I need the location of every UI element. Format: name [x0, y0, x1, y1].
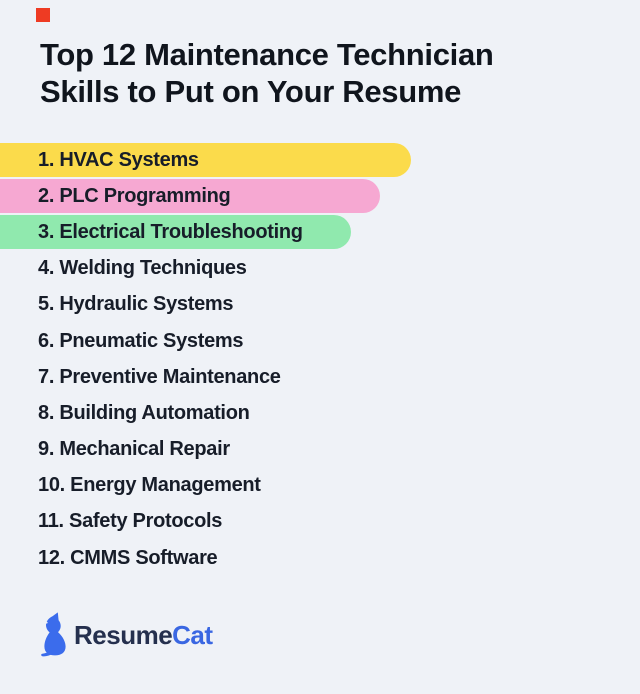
corner-accent-square	[36, 8, 50, 22]
skill-label: 9. Mechanical Repair	[38, 438, 230, 461]
brand-name: ResumeCat	[74, 620, 213, 651]
skill-list: 1. HVAC Systems 2. PLC Programming 3. El…	[0, 142, 640, 576]
list-item: 5. Hydraulic Systems	[0, 287, 640, 323]
skill-label: 4. Welding Techniques	[38, 257, 247, 280]
highlight-pill	[0, 215, 351, 250]
list-item: 10. Energy Management	[0, 468, 640, 504]
list-item: 7. Preventive Maintenance	[0, 359, 640, 395]
skill-label: 1. HVAC Systems	[38, 148, 199, 171]
list-item: 4. Welding Techniques	[0, 251, 640, 287]
list-item: 1. HVAC Systems	[0, 142, 640, 178]
list-item: 2. PLC Programming	[0, 178, 640, 214]
resumecat-cat-icon	[41, 612, 66, 657]
title-line-1: Top 12 Maintenance Technician	[40, 37, 494, 72]
skill-label: 5. Hydraulic Systems	[38, 293, 234, 316]
skill-label: 3. Electrical Troubleshooting	[38, 220, 303, 243]
title-line-2: Skills to Put on Your Resume	[40, 74, 462, 109]
list-item: 6. Pneumatic Systems	[0, 323, 640, 359]
page-title: Top 12 Maintenance Technician Skills to P…	[40, 36, 494, 110]
skill-label: 10. Energy Management	[38, 474, 261, 497]
brand-footer: ResumeCat	[41, 612, 213, 659]
skill-label: 11. Safety Protocols	[38, 510, 223, 533]
list-item: 11. Safety Protocols	[0, 504, 640, 540]
list-item: 8. Building Automation	[0, 395, 640, 431]
skill-label: 6. Pneumatic Systems	[38, 329, 244, 352]
brand-cat-text: Cat	[172, 620, 213, 650]
skill-label: 7. Preventive Maintenance	[38, 365, 281, 388]
highlight-pill	[0, 143, 411, 177]
list-item: 3. Electrical Troubleshooting	[0, 214, 640, 250]
skill-label: 2. PLC Programming	[38, 184, 231, 207]
list-item: 9. Mechanical Repair	[0, 432, 640, 468]
skill-label: 8. Building Automation	[38, 401, 250, 424]
list-item: 12. CMMS Software	[0, 540, 640, 576]
skill-label: 12. CMMS Software	[38, 546, 218, 569]
highlight-pill	[0, 179, 380, 214]
brand-resume-text: Resume	[74, 620, 173, 650]
